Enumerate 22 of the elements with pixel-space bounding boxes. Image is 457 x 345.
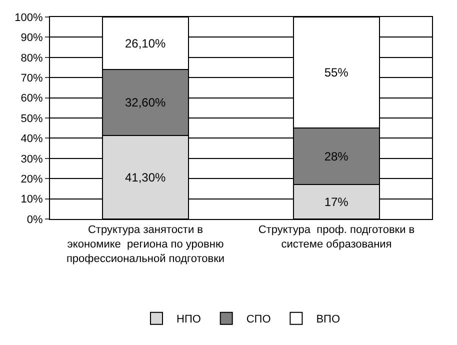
legend-label: ВПО [316, 314, 340, 326]
y-tick-label: 80% [20, 52, 44, 64]
x-tick-label: Структура проф. подготовки в системе образования [258, 224, 415, 250]
data-label: 17% [324, 194, 349, 209]
y-tick-label: 40% [20, 133, 44, 146]
y-tick-label: 100% [14, 12, 44, 24]
y-tick-label: 90% [20, 32, 44, 44]
y-tick-label: 20% [20, 173, 44, 186]
legend-label: НПО [176, 314, 202, 326]
legend-label: СПО [246, 314, 272, 326]
data-label: 26,10% [124, 36, 166, 50]
data-label: 41,30% [124, 170, 166, 184]
y-tick-label: 10% [20, 194, 44, 206]
y-tick-label: 30% [20, 153, 44, 166]
data-label: 28% [324, 149, 349, 164]
y-tick-label: 0% [26, 214, 44, 226]
y-tick-label: 70% [20, 72, 44, 84]
x-tick-label: Структура занятости в экономике региона по уровню профессиональной подготовки [66, 224, 225, 265]
data-label: 55% [324, 66, 349, 80]
y-tick-label: 60% [20, 92, 44, 105]
data-label: 32,60% [124, 96, 166, 110]
y-tick-label: 50% [20, 112, 44, 125]
